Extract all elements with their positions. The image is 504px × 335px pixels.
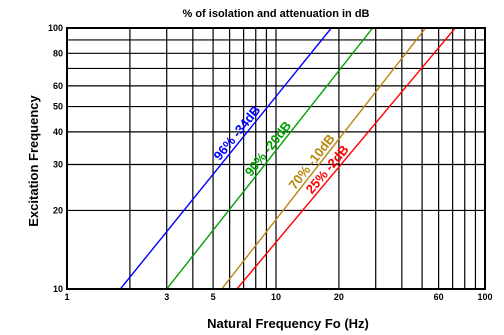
series-line [166, 28, 374, 289]
y-tick-label: 10 [53, 284, 63, 294]
x-tick-label: 5 [211, 292, 216, 302]
series-line [221, 28, 427, 289]
y-tick-label: 50 [53, 102, 63, 112]
x-tick-label: 3 [164, 292, 169, 302]
tick-labels: 1 3 5 10 20 60 100 10 20 30 40 50 60 80 100 [48, 23, 493, 302]
y-tick-label: 30 [53, 159, 63, 169]
y-tick-label: 20 [53, 205, 63, 215]
x-tick-label: 20 [334, 292, 344, 302]
x-tick-label: 100 [477, 292, 492, 302]
y-tick-label: 100 [48, 23, 63, 33]
x-tick-label: 60 [434, 292, 444, 302]
y-tick-label: 80 [53, 48, 63, 58]
y-tick-label: 60 [53, 81, 63, 91]
x-tick-label: 10 [271, 292, 281, 302]
series-line [236, 28, 456, 289]
series-line [119, 28, 332, 289]
plot-frame [66, 27, 486, 290]
x-tick-label: 1 [64, 292, 69, 302]
y-axis-label: Excitation Frequency [26, 94, 41, 226]
x-axis-label: Natural Frequency Fo (Hz) [207, 316, 369, 331]
y-tick-label: 40 [53, 127, 63, 137]
chart-title: % of isolation and attenuation in dB [183, 8, 370, 20]
